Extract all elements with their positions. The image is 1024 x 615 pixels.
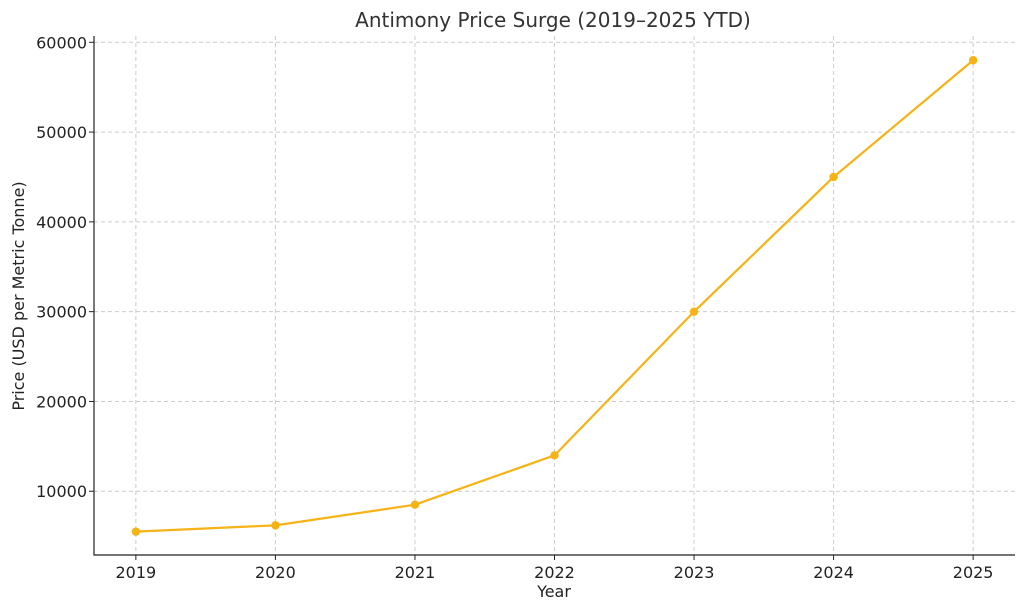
chart-title: Antimony Price Surge (2019–2025 YTD): [355, 8, 751, 32]
x-tick-label: 2021: [395, 563, 436, 582]
x-tick-label: 2024: [813, 563, 854, 582]
x-axis-label: Year: [536, 582, 571, 601]
y-tick-label: 20000: [36, 392, 87, 411]
data-point: [829, 172, 838, 182]
data-point: [550, 451, 559, 460]
y-tick-label: 60000: [36, 33, 87, 52]
y-tick-label: 40000: [36, 213, 87, 232]
series-layer: [131, 56, 978, 536]
x-tick-label: 2022: [534, 563, 575, 582]
x-tick-label: 2020: [255, 563, 296, 582]
data-point: [689, 307, 699, 316]
data-point: [131, 527, 141, 536]
y-tick-label: 50000: [36, 123, 87, 142]
x-tick-label: 2023: [674, 563, 715, 582]
y-tick-label: 10000: [36, 482, 87, 501]
data-point: [410, 500, 420, 509]
axis-spines: [93, 36, 1015, 556]
x-axis-ticks: 2019 2020 2021 2022 2023 2024 2025: [116, 555, 994, 582]
y-axis-ticks: 10000 20000 30000 40000 50000 60000: [36, 33, 94, 501]
y-tick-label: 30000: [36, 303, 87, 322]
y-axis-label: Price (USD per Metric Tonne): [9, 181, 28, 410]
x-tick-label: 2019: [116, 563, 157, 582]
x-tick-label: 2025: [953, 563, 994, 582]
data-point: [271, 521, 280, 530]
data-point: [968, 56, 978, 65]
grid-lines: [94, 36, 1015, 555]
